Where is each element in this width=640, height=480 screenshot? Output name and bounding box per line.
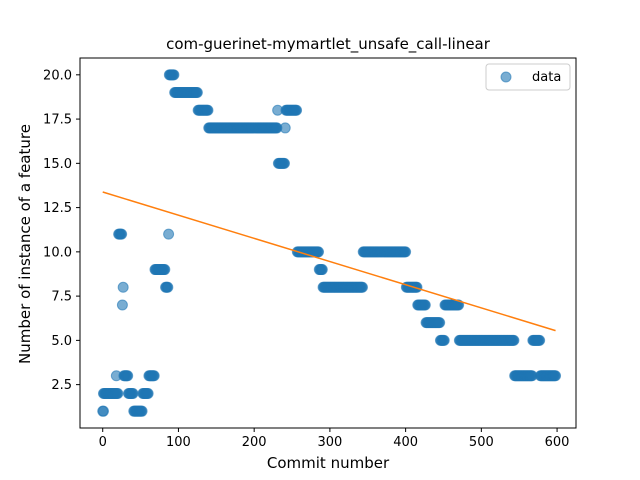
y-axis-label: Number of instance of a feature [16, 124, 34, 364]
data-point [400, 246, 412, 258]
data-point [168, 69, 180, 81]
y-tick-label: 15.0 [43, 157, 72, 172]
x-tick-label: 300 [317, 435, 342, 450]
legend: data [485, 63, 571, 91]
data-point [116, 228, 128, 240]
data-point [136, 405, 148, 417]
y-tick-label: 10.0 [43, 245, 72, 260]
data-point [148, 370, 160, 382]
plot-frame [79, 57, 577, 429]
chart-title: com-guerinet-mymartlet_unsafe_call-linea… [166, 35, 491, 54]
x-axis-label: Commit number [267, 454, 390, 472]
y-tick-label: 2.5 [51, 378, 72, 393]
data-point [316, 264, 328, 276]
data-point [279, 122, 291, 134]
data-point [142, 387, 154, 399]
data-point [356, 281, 368, 293]
data-point [438, 334, 450, 346]
data-point [191, 87, 203, 99]
x-tick-label: 600 [545, 435, 570, 450]
x-tick-label: 500 [469, 435, 494, 450]
legend-label-data: data [532, 70, 561, 85]
data-point [112, 387, 124, 399]
x-tick-label: 100 [166, 435, 191, 450]
data-point [202, 104, 214, 116]
data-point [550, 370, 562, 382]
data-point [419, 299, 431, 311]
data-point [278, 157, 290, 169]
plot-area [97, 69, 562, 417]
linear-fit-line [102, 191, 556, 332]
data-point [534, 334, 546, 346]
legend-marker-data [500, 71, 512, 83]
x-tick-label: 200 [242, 435, 267, 450]
y-tick-label: 7.5 [51, 290, 72, 305]
data-point [162, 281, 174, 293]
data-point [122, 370, 134, 382]
x-tick-label: 400 [393, 435, 418, 450]
data-point [97, 405, 109, 417]
data-point [116, 299, 128, 311]
legend-box [485, 63, 571, 91]
y-axis: 2.5 5.0 7.5 10.0 12.5 15.0 17.5 20.0 [43, 68, 80, 393]
y-tick-label: 12.5 [43, 201, 72, 216]
data-point [117, 281, 129, 293]
data-point [127, 387, 139, 399]
data-point [313, 246, 325, 258]
data-point [163, 228, 175, 240]
y-tick-label: 17.5 [43, 113, 72, 128]
data-point [291, 104, 303, 116]
x-tick-label: 0 [99, 435, 107, 450]
data-point [508, 334, 520, 346]
data-point [159, 264, 171, 276]
data-point [434, 317, 446, 329]
y-tick-label: 5.0 [51, 334, 72, 349]
x-axis: 0 100 200 300 400 500 600 [99, 428, 570, 450]
y-tick-label: 20.0 [43, 68, 72, 83]
